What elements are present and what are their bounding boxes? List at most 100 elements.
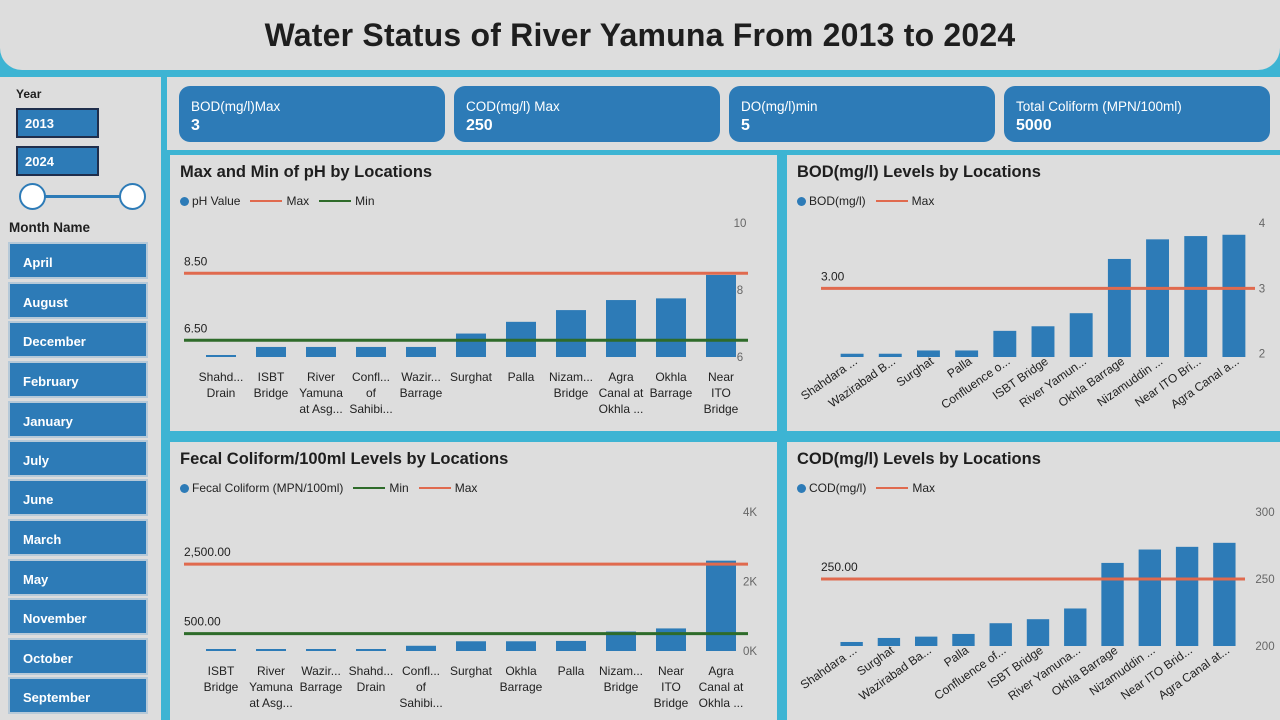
chart-bar[interactable]	[306, 346, 336, 357]
chart-bar[interactable]	[877, 637, 901, 646]
chart-bar[interactable]	[878, 353, 902, 357]
month-option-october[interactable]: October	[8, 638, 148, 675]
x-category-label: Surghat	[450, 664, 493, 678]
year-label: Year	[16, 87, 42, 101]
month-option-july[interactable]: July	[8, 440, 148, 477]
chart-bar[interactable]	[1026, 619, 1050, 646]
chart-bar[interactable]	[206, 355, 236, 357]
chart-bar[interactable]	[456, 641, 486, 651]
chart-bar[interactable]	[556, 310, 586, 357]
kpi-card-bod: BOD(mg/l)Max 3	[179, 86, 445, 142]
chart-bar[interactable]	[306, 649, 336, 651]
chart-bar[interactable]	[1222, 234, 1246, 357]
month-option-april[interactable]: April	[8, 242, 148, 279]
year-slider-start-handle[interactable]	[19, 183, 46, 210]
chart-bar[interactable]	[206, 649, 236, 651]
chart-bar[interactable]	[256, 346, 286, 357]
chart-bar[interactable]	[952, 633, 975, 646]
page-title: Water Status of River Yamuna From 2013 t…	[264, 16, 1016, 53]
reference-line-label: 3.00	[821, 269, 845, 283]
chart-bar[interactable]	[915, 636, 938, 646]
chart-bar[interactable]	[356, 649, 386, 651]
ph-chart-svg: 10 8 6 8.50 6.50 Shahd... Drain ISBT Bridge River…	[184, 218, 748, 416]
ph-chart-panel[interactable]: Max and Min of pH by Locations pH Value …	[170, 155, 777, 431]
chart-bar[interactable]	[840, 353, 864, 357]
month-option-august[interactable]: August	[8, 282, 148, 319]
kpi-title: BOD(mg/l)Max	[191, 99, 281, 114]
month-option-february[interactable]: February	[8, 361, 148, 398]
chart-bar[interactable]	[1031, 326, 1055, 357]
chart-bar[interactable]	[1175, 546, 1199, 646]
chart-bar[interactable]	[506, 641, 536, 651]
legend-dot-icon	[797, 196, 806, 206]
x-category-label: Okhla Barrage	[650, 370, 693, 400]
fecal-coliform-chart-panel[interactable]: Fecal Coliform/100ml Levels by Locations…	[170, 442, 777, 720]
chart-bar[interactable]	[406, 346, 436, 357]
chart-bar[interactable]	[1069, 313, 1093, 357]
kpi-card-total-coliform: Total Coliform (MPN/100ml) 5000	[1004, 86, 1270, 142]
chart-bar[interactable]	[993, 330, 1017, 357]
y-tick-label: 250	[1255, 574, 1274, 586]
month-option-june[interactable]: June	[8, 479, 148, 516]
legend-label: Min	[355, 194, 375, 208]
x-category-label: River Yamuna at Asg...	[249, 664, 293, 710]
chart-bar[interactable]	[256, 649, 286, 651]
dashboard-header: Water Status of River Yamuna From 2013 t…	[0, 0, 1280, 70]
month-option-november[interactable]: November	[8, 598, 148, 635]
chart-bar[interactable]	[1101, 562, 1124, 646]
x-category-label: Wazir... Barrage	[400, 370, 443, 400]
chart-bar[interactable]	[656, 628, 686, 651]
chart-bar[interactable]	[656, 298, 686, 357]
chart-bar[interactable]	[606, 300, 636, 357]
reference-line-label: 6.50	[184, 321, 208, 335]
year-slider-end-handle[interactable]	[119, 183, 146, 210]
chart-bar[interactable]	[840, 641, 863, 646]
chart-bar[interactable]	[955, 350, 979, 357]
chart-bar[interactable]	[406, 645, 436, 651]
chart-bar[interactable]	[606, 631, 636, 651]
x-category-label: Surghat	[894, 354, 937, 390]
y-tick-label: 8	[737, 285, 743, 297]
cod-chart-panel[interactable]: COD(mg/l) Levels by Locations COD(mg/l) …	[787, 442, 1280, 720]
year-from-input[interactable]: 2013	[16, 108, 99, 138]
x-category-label: Shahd... Drain	[199, 370, 244, 400]
kpi-value: 5000	[1016, 117, 1052, 134]
chart-bar[interactable]	[1213, 542, 1236, 646]
chart-bar[interactable]	[1184, 236, 1208, 357]
chart-bar[interactable]	[1138, 549, 1161, 646]
month-option-december[interactable]: December	[8, 321, 148, 358]
y-tick-label: 3	[1259, 283, 1265, 295]
chart-bar[interactable]	[989, 623, 1012, 646]
chart-bar[interactable]	[1146, 239, 1169, 357]
year-range-slider[interactable]	[32, 195, 134, 198]
month-option-september[interactable]: September	[8, 677, 148, 714]
chart-bar[interactable]	[706, 274, 736, 357]
month-option-march[interactable]: March	[8, 519, 148, 556]
reference-line-label: 250.00	[821, 560, 858, 574]
x-category-label: Agra Canal at Okhla ...	[599, 370, 644, 416]
chart-bar[interactable]	[356, 346, 386, 357]
x-category-label: Palla	[944, 354, 974, 381]
year-to-input[interactable]: 2024	[16, 146, 99, 176]
month-option-january[interactable]: January	[8, 401, 148, 438]
x-category-label: Okhla Barrage	[500, 664, 543, 694]
chart-bar[interactable]	[1064, 608, 1087, 646]
y-tick-label: 300	[1255, 507, 1274, 519]
y-tick-label: 2	[1259, 349, 1265, 361]
reference-line-label: 8.50	[184, 254, 208, 268]
chart-bar[interactable]	[1107, 258, 1131, 357]
chart-bar[interactable]	[706, 560, 736, 651]
chart-bar[interactable]	[456, 333, 486, 357]
kpi-value: 250	[466, 117, 493, 134]
chart-title: BOD(mg/l) Levels by Locations	[797, 163, 1041, 181]
bod-chart-panel[interactable]: BOD(mg/l) Levels by Locations BOD(mg/l) …	[787, 155, 1280, 431]
chart-bar[interactable]	[556, 640, 586, 651]
legend-line-icon	[418, 487, 451, 489]
month-option-may[interactable]: May	[8, 559, 148, 596]
chart-bar[interactable]	[917, 350, 940, 357]
x-category-label: Wazir... Barrage	[300, 664, 343, 694]
x-category-label: Palla	[558, 664, 585, 678]
legend-label: Max	[912, 481, 935, 495]
y-tick-label: 10	[734, 218, 747, 230]
